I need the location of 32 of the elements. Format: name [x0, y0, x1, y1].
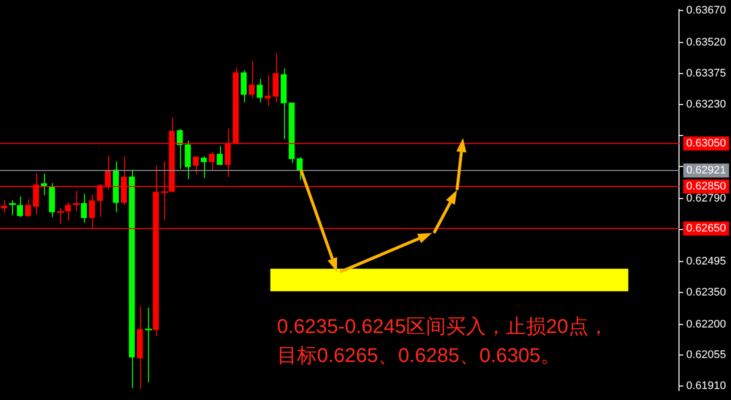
ref-line-label: 0.63050 [686, 138, 726, 150]
y-tick-label: 0.62790 [686, 192, 726, 204]
ref-line-label: 0.62921 [686, 164, 726, 177]
candlestick [296, 156, 303, 181]
candlestick [208, 151, 215, 172]
candlestick [16, 196, 23, 218]
candlestick [240, 70, 247, 103]
candlestick [256, 78, 263, 103]
y-tick-label: 0.62495 [686, 255, 726, 268]
ref-line-label: 0.62650 [686, 222, 726, 235]
y-tick-label: 0.62055 [686, 349, 726, 362]
candlestick [216, 146, 223, 166]
candlestick [176, 128, 183, 170]
candlestick [1, 200, 7, 214]
y-tick-label: 0.62350 [686, 286, 726, 298]
candlestick [200, 156, 207, 179]
y-tick-label: 0.61910 [686, 380, 726, 392]
candlestick [248, 60, 255, 98]
annotation: 0.6235-0.6245区间买入，止损20点， [277, 316, 608, 338]
y-tick-label: 0.63520 [686, 36, 726, 49]
y-tick-label: 0.62200 [686, 318, 726, 330]
y-tick-label: 0.63670 [686, 4, 726, 17]
candlestick [24, 198, 31, 218]
annotation: 目标0.6265、0.6285、0.6305。 [277, 345, 561, 367]
candlestick [80, 193, 87, 224]
candlestick [272, 52, 279, 103]
y-tick-label: 0.63230 [686, 98, 726, 111]
candlestick [184, 140, 191, 180]
candlestick [192, 156, 199, 175]
ref-line-label: 0.62850 [686, 180, 726, 193]
y-tick-label: 0.63375 [686, 68, 726, 80]
candlestick [264, 74, 271, 107]
